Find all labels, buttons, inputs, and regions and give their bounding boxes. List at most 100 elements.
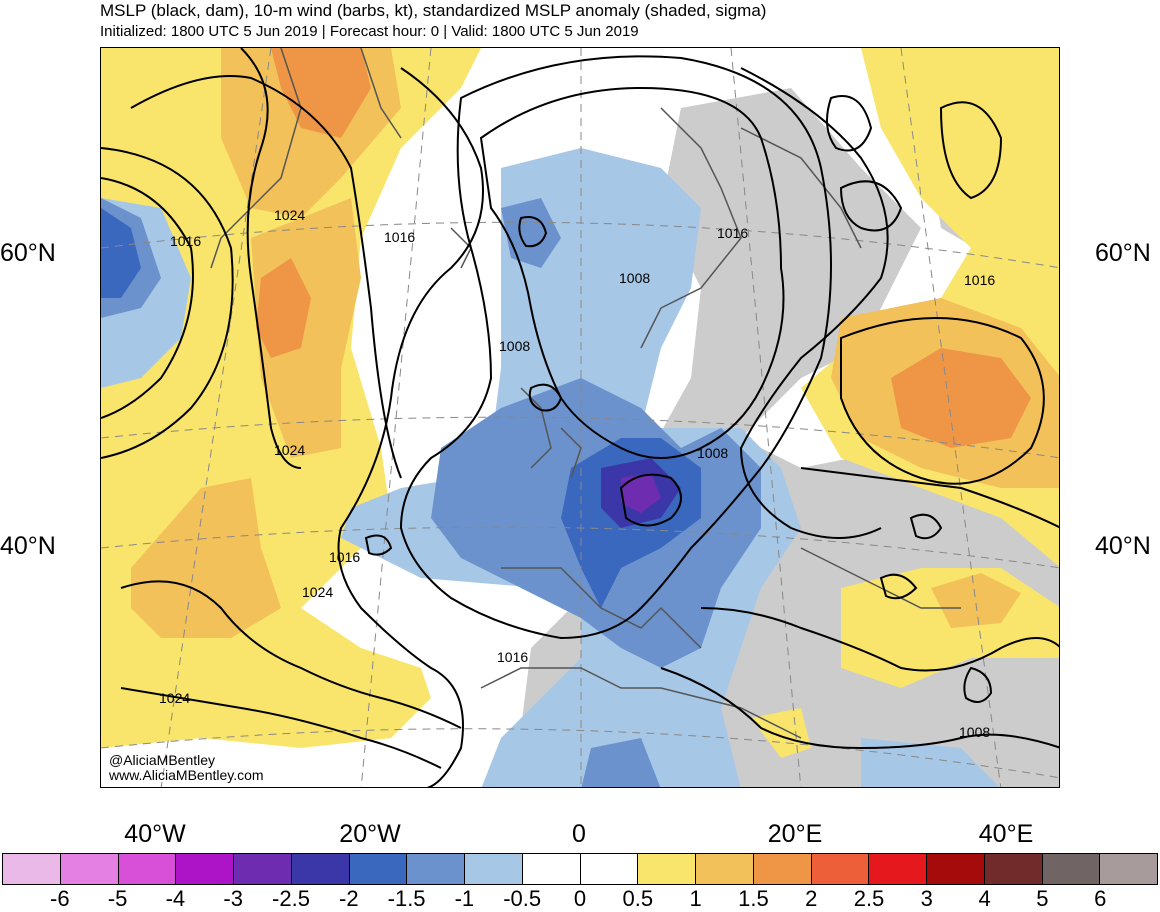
lat-label-40n-right: 40°N <box>1095 532 1151 560</box>
colorbar-swatch <box>869 854 927 884</box>
colorbar-swatch <box>118 854 177 884</box>
mslp-contours <box>101 48 1059 787</box>
colorbar-swatch <box>465 854 523 884</box>
contour-line <box>879 573 918 600</box>
contour-label-1008-c: 1008 <box>697 445 728 461</box>
contour-label-1016-e: 1016 <box>964 272 995 288</box>
colorbar-tick-label: -2 <box>339 886 359 911</box>
colorbar-tick-label: 5 <box>1036 886 1049 911</box>
colorbar-swatch <box>3 854 61 884</box>
colorbar-tick-label: 1 <box>689 886 702 911</box>
contour-line <box>518 216 548 248</box>
colorbar-swatch <box>522 854 581 884</box>
contour-label-1016-c: 1016 <box>329 549 360 565</box>
colorbar-swatch <box>60 854 119 884</box>
contour-line <box>840 317 1045 485</box>
contour-line <box>700 607 1059 672</box>
contour-line <box>120 687 442 769</box>
lat-label-60n-right: 60°N <box>1095 239 1151 267</box>
map-panel: 1016 1024 1016 1024 1008 1016 1008 1008 … <box>100 47 1060 788</box>
colorbar <box>2 853 1158 885</box>
colorbar-tick-label: -5 <box>107 886 128 911</box>
contour-line <box>909 513 943 540</box>
lon-label-0: 0 <box>572 820 586 848</box>
contour-label-1024-c: 1024 <box>302 584 333 600</box>
contour-line <box>364 534 393 556</box>
anomaly-pos-15-mid <box>256 258 311 358</box>
contour-label-1016-f: 1016 <box>497 649 528 665</box>
colorbar-tick-label: -1 <box>454 886 475 911</box>
contour-line <box>101 147 234 459</box>
contour-label-group: 1016 1024 1016 1024 1008 1016 1008 1008 … <box>159 207 995 740</box>
contour-line <box>337 67 484 787</box>
contour-label-1008-d: 1008 <box>959 724 990 740</box>
anomaly-neg-15-west <box>101 208 141 298</box>
contour-line <box>619 473 682 527</box>
colorbar-swatch <box>984 854 1043 884</box>
graticule <box>101 48 1059 787</box>
contour-label-1024-a: 1024 <box>274 207 305 223</box>
contour-label-1024-d: 1024 <box>159 690 190 706</box>
colorbar-swatch <box>349 854 408 884</box>
colorbar-swatch <box>696 854 754 884</box>
contour-line <box>800 467 1059 529</box>
colorbar-tick-label: 6 <box>1094 886 1107 911</box>
contour-label-1016-b: 1016 <box>384 229 415 245</box>
contour-line <box>963 666 993 703</box>
colorbar-tick-label: 1.5 <box>738 886 769 911</box>
colorbar-tick-label: 0 <box>573 886 587 911</box>
credit-handle: @AliciaMBentley <box>109 752 216 768</box>
chart-subtitle: Initialized: 1800 UTC 5 Jun 2019 | Forec… <box>100 23 639 40</box>
colorbar-tick-label: -6 <box>50 886 70 911</box>
contour-line <box>739 67 889 539</box>
contour-label-1008-b: 1008 <box>619 270 650 286</box>
colorbar-swatch <box>176 854 234 884</box>
colorbar-tick-label: -4 <box>165 886 186 911</box>
contour-label-1016-d: 1016 <box>717 225 748 241</box>
colorbar-tick-label: 3 <box>920 886 933 911</box>
anomaly-pos-1-mid <box>251 198 361 458</box>
colorbar-tick-label: -3 <box>223 886 243 911</box>
colorbar-swatch <box>407 854 465 884</box>
colorbar-tick-label: 2.5 <box>853 886 885 911</box>
colorbar-tick-label: -0.5 <box>503 886 542 911</box>
colorbar-swatch <box>234 854 292 884</box>
anomaly-pos-15-north <box>271 48 371 138</box>
contour-line <box>479 86 785 459</box>
contour-line <box>130 75 402 479</box>
lon-label-20e: 20°E <box>767 820 823 848</box>
lat-label-40n-left: 40°N <box>0 532 56 560</box>
colorbar-swatch <box>753 854 812 884</box>
colorbar-swatch <box>638 854 696 884</box>
anomaly-neg-1-south <box>581 738 661 787</box>
anomaly-neg-25 <box>621 473 661 513</box>
anomaly-pos-15-east <box>891 348 1031 448</box>
anomaly-pos-1-turkey <box>931 573 1021 628</box>
colorbar-swatch <box>580 854 639 884</box>
contour-line <box>939 101 1003 200</box>
contour-line <box>399 55 832 640</box>
contour-label-1016-a: 1016 <box>170 233 201 249</box>
colorbar-tick-label: 0.5 <box>622 886 654 911</box>
colorbar-tick-label: -2.5 <box>272 886 310 911</box>
colorbar-tick-label: 2 <box>805 886 818 911</box>
contour-label-1024-b: 1024 <box>274 442 305 458</box>
lon-label-40w: 40°W <box>124 820 186 848</box>
colorbar-swatch <box>291 854 350 884</box>
contour-line <box>660 667 1059 750</box>
contour-line <box>528 383 563 412</box>
map-svg: 1016 1024 1016 1024 1008 1016 1008 1008 … <box>101 48 1059 787</box>
contour-label-1008-a: 1008 <box>499 338 530 354</box>
anomaly-pos-1-atlantic <box>131 478 281 638</box>
coastlines <box>210 48 961 739</box>
contour-line <box>120 580 462 729</box>
colorbar-tick-label: 4 <box>978 886 991 911</box>
chart-title: MSLP (black, dam), 10-m wind (barbs, kt)… <box>100 1 767 20</box>
colorbar-tick-label: -1.5 <box>387 886 426 911</box>
credit-website: www.AliciaMBentley.com <box>109 767 264 783</box>
contour-line <box>101 177 194 419</box>
colorbar-ticks: -6 -5 -4 -3 -2.5 -2 -1.5 -1 -0.5 0 0.5 1 1.5 2 2.5 3 4 5 6 <box>2 886 1158 912</box>
colorbar-swatch <box>1042 854 1101 884</box>
anomaly-neg-05-east <box>861 738 1000 787</box>
lat-label-60n-left: 60°N <box>0 239 56 267</box>
